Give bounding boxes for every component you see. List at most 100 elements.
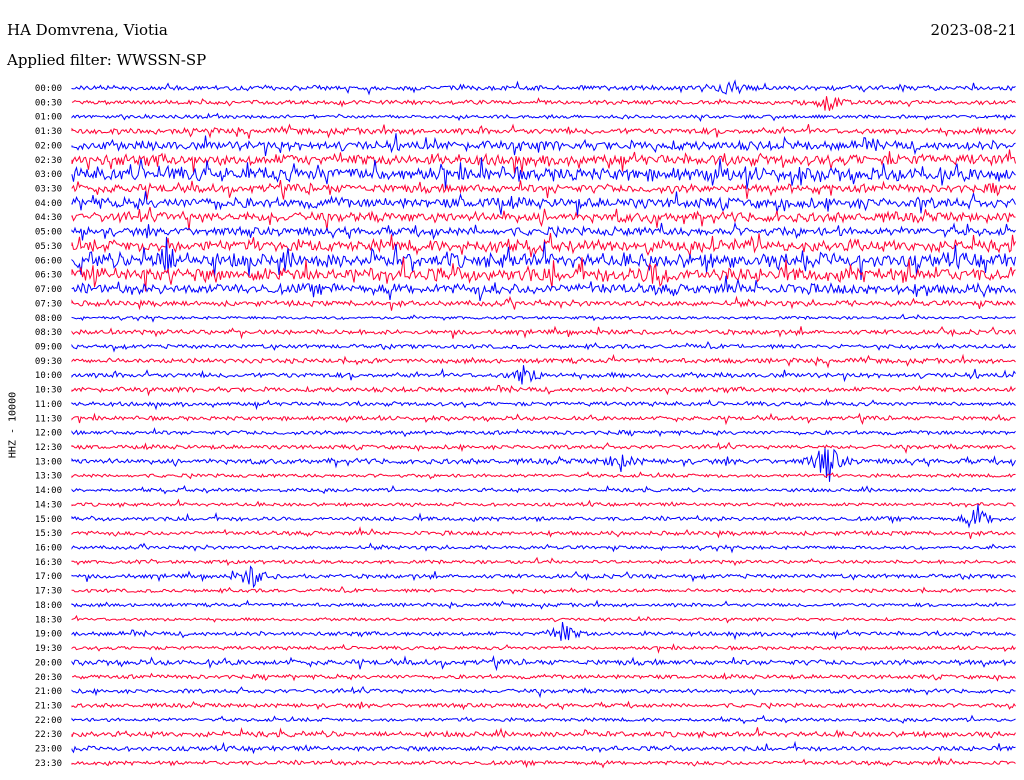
- station-title: HA Domvrena, Viotia: [7, 21, 168, 39]
- time-tick-label: 15:30: [35, 529, 62, 539]
- trace-line: [71, 112, 1016, 122]
- time-tick-label: 04:00: [35, 199, 62, 209]
- trace-line: [71, 325, 1016, 340]
- trace-line: [71, 484, 1016, 495]
- time-tick-label: 06:00: [35, 256, 62, 266]
- time-tick-label: 03:30: [35, 185, 62, 195]
- trace-line: [71, 726, 1016, 739]
- trace-line: [71, 123, 1016, 139]
- time-tick-label: 13:00: [35, 457, 62, 467]
- time-tick-label: 18:00: [35, 601, 62, 611]
- trace-line: [71, 700, 1016, 711]
- trace-line: [71, 232, 1016, 258]
- trace-line: [71, 398, 1016, 411]
- time-tick-label: 21:30: [35, 701, 62, 711]
- time-tick-label: 04:30: [35, 213, 62, 223]
- time-tick-label: 01:30: [35, 127, 62, 137]
- time-tick-label: 10:00: [35, 371, 62, 381]
- time-tick-label: 08:00: [35, 314, 62, 324]
- time-tick-label: 12:30: [35, 443, 62, 453]
- trace-line: [71, 526, 1016, 539]
- time-tick-label: 20:00: [35, 658, 62, 668]
- time-tick-label: 19:00: [35, 630, 62, 640]
- trace-line: [71, 313, 1016, 323]
- trace-line: [71, 236, 1016, 281]
- trace-line: [71, 275, 1016, 302]
- trace-line: [71, 221, 1016, 241]
- time-tick-label: 16:30: [35, 558, 62, 568]
- time-tick-label: 16:00: [35, 544, 62, 554]
- time-tick-label: 14:00: [35, 486, 62, 496]
- time-tick-label: 12:00: [35, 429, 62, 439]
- time-tick-label: 09:30: [35, 357, 62, 367]
- trace-line: [71, 179, 1016, 200]
- time-tick-label: 23:00: [35, 745, 62, 755]
- trace-line: [71, 740, 1016, 755]
- time-tick-label: 03:00: [35, 170, 62, 180]
- time-tick-label: 05:00: [35, 228, 62, 238]
- trace-line: [71, 504, 1016, 529]
- time-tick-label: 08:30: [35, 328, 62, 338]
- time-tick-label: 06:30: [35, 271, 62, 281]
- time-tick-label: 15:00: [35, 515, 62, 525]
- trace-line: [71, 79, 1016, 96]
- trace-line: [71, 295, 1016, 311]
- trace-line: [71, 353, 1016, 369]
- time-tick-label: 11:30: [35, 414, 62, 424]
- trace-line: [71, 149, 1016, 174]
- time-tick-label: 18:30: [35, 615, 62, 625]
- time-tick-label: 10:30: [35, 386, 62, 396]
- trace-line: [71, 622, 1016, 641]
- trace-line: [71, 614, 1016, 624]
- trace-line: [71, 441, 1016, 454]
- time-tick-label: 07:30: [35, 299, 62, 309]
- filter-label: Applied filter: WWSSN-SP: [7, 51, 207, 69]
- trace-line: [71, 755, 1016, 769]
- trace-line: [71, 585, 1016, 595]
- trace-line: [71, 714, 1016, 725]
- time-tick-label: 07:00: [35, 285, 62, 295]
- time-tick-label: 19:30: [35, 644, 62, 654]
- trace-line: [71, 685, 1016, 699]
- time-tick-label: 14:30: [35, 500, 62, 510]
- trace-line: [71, 655, 1016, 672]
- trace-line: [71, 96, 1016, 111]
- time-tick-label: 00:30: [35, 98, 62, 108]
- time-tick-label: 17:00: [35, 572, 62, 582]
- time-tick-label: 02:30: [35, 156, 62, 166]
- trace-line: [71, 340, 1016, 353]
- trace-line: [71, 565, 1016, 589]
- trace-line: [71, 427, 1016, 438]
- trace-line: [71, 672, 1016, 682]
- time-tick-label: 09:00: [35, 342, 62, 352]
- trace-line: [71, 542, 1016, 554]
- trace-line: [71, 191, 1016, 216]
- trace-line: [71, 643, 1016, 654]
- time-tick-label: 22:30: [35, 730, 62, 740]
- trace-line: [71, 384, 1016, 397]
- time-tick-label: 00:00: [35, 84, 62, 94]
- time-tick-label: 11:00: [35, 400, 62, 410]
- time-tick-label: 17:30: [35, 587, 62, 597]
- trace-line: [71, 448, 1016, 482]
- trace-line: [71, 206, 1016, 231]
- trace-line: [71, 133, 1016, 156]
- trace-line: [71, 256, 1016, 292]
- trace-line: [71, 599, 1016, 610]
- time-tick-label: 01:00: [35, 113, 62, 123]
- trace-line: [71, 157, 1016, 190]
- time-tick-label: 13:30: [35, 472, 62, 482]
- date-label: 2023-08-21: [930, 21, 1017, 39]
- time-tick-label: 21:00: [35, 687, 62, 697]
- time-tick-label: 20:30: [35, 673, 62, 683]
- time-tick-label: 05:30: [35, 242, 62, 252]
- trace-line: [71, 498, 1016, 509]
- trace-line: [71, 412, 1016, 426]
- trace-line: [71, 365, 1016, 385]
- time-tick-label: 02:00: [35, 141, 62, 151]
- time-tick-label: 23:30: [35, 759, 62, 769]
- trace-line: [71, 556, 1016, 567]
- trace-line: [71, 471, 1016, 480]
- time-tick-label: 22:00: [35, 716, 62, 726]
